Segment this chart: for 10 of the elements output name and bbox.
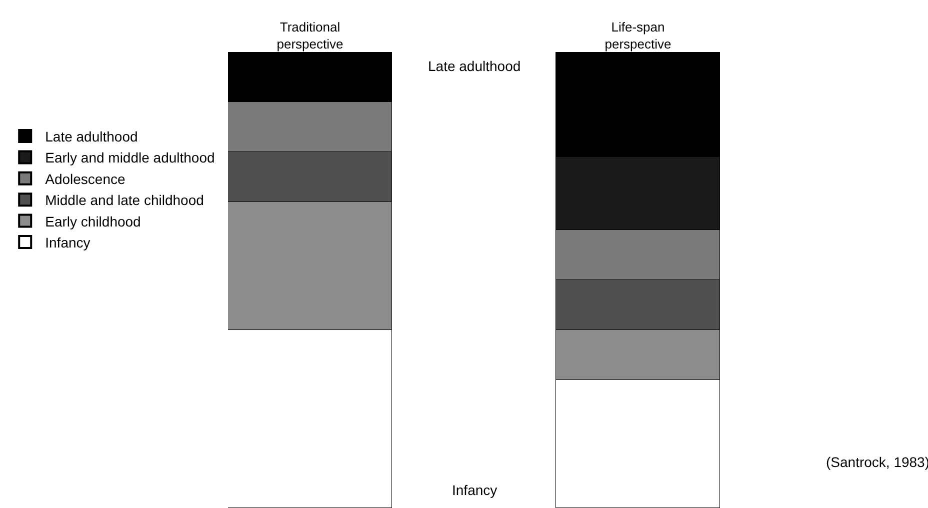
x-tick-label: Traditional perspective bbox=[276, 20, 344, 52]
annotation: Late adulthood bbox=[428, 58, 521, 74]
legend-label: Infancy bbox=[45, 234, 90, 250]
annotation: Infancy bbox=[452, 482, 498, 498]
legend-label: Early and middle adulthood bbox=[45, 150, 215, 166]
legend-label: Early childhood bbox=[45, 213, 141, 230]
x-tick-label: Life-span perspective bbox=[604, 20, 672, 52]
legend-label: Late adulthood bbox=[45, 128, 138, 144]
legend-label: Adolescence bbox=[45, 170, 126, 187]
legend-label: Middle and late childhood bbox=[45, 192, 204, 208]
